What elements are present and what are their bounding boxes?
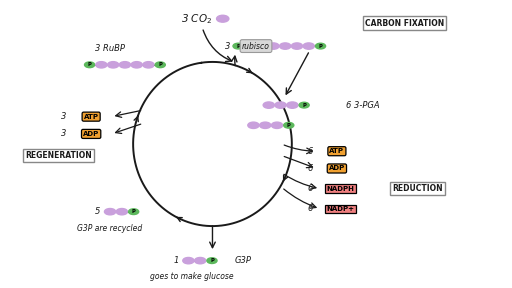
- Circle shape: [195, 257, 206, 264]
- Circle shape: [116, 209, 127, 215]
- Circle shape: [104, 209, 116, 215]
- Circle shape: [233, 43, 243, 49]
- Text: NADPH: NADPH: [327, 186, 354, 192]
- Circle shape: [217, 15, 229, 22]
- Text: ATP: ATP: [329, 148, 345, 154]
- Circle shape: [280, 43, 291, 49]
- Circle shape: [183, 257, 194, 264]
- Circle shape: [263, 102, 274, 108]
- Text: 6: 6: [307, 204, 312, 213]
- Text: 3: 3: [61, 112, 67, 121]
- Text: P: P: [318, 43, 323, 49]
- Circle shape: [268, 43, 279, 49]
- Circle shape: [284, 122, 294, 128]
- Circle shape: [244, 43, 255, 49]
- Circle shape: [143, 62, 154, 68]
- Text: 1: 1: [174, 256, 179, 265]
- Circle shape: [303, 43, 314, 49]
- Text: P: P: [287, 123, 291, 128]
- Text: 3: 3: [61, 129, 67, 139]
- Text: rubisco: rubisco: [242, 41, 270, 51]
- Text: 6: 6: [307, 164, 312, 173]
- Text: P: P: [210, 258, 214, 263]
- Circle shape: [260, 122, 271, 128]
- Text: G3P are recycled: G3P are recycled: [77, 224, 143, 234]
- Circle shape: [108, 62, 119, 68]
- Text: ADP: ADP: [83, 131, 99, 137]
- Text: NADP+: NADP+: [327, 206, 354, 212]
- Circle shape: [315, 43, 326, 49]
- Circle shape: [155, 62, 165, 68]
- Text: 3 CO$_2$: 3 CO$_2$: [181, 12, 213, 26]
- Text: P: P: [132, 209, 136, 214]
- Text: G3P: G3P: [234, 256, 251, 265]
- Circle shape: [119, 62, 131, 68]
- Text: P: P: [158, 62, 162, 67]
- Circle shape: [131, 62, 142, 68]
- Circle shape: [96, 62, 107, 68]
- Text: REDUCTION: REDUCTION: [392, 184, 442, 193]
- Circle shape: [84, 62, 95, 68]
- Text: P: P: [236, 43, 240, 49]
- Text: 6: 6: [307, 147, 312, 156]
- Circle shape: [271, 122, 283, 128]
- Text: 6: 6: [307, 184, 312, 193]
- Text: ATP: ATP: [83, 114, 99, 120]
- Circle shape: [256, 43, 267, 49]
- Text: P: P: [302, 103, 306, 108]
- Circle shape: [275, 102, 286, 108]
- Circle shape: [207, 258, 217, 264]
- Circle shape: [291, 43, 303, 49]
- Text: 3: 3: [225, 41, 230, 51]
- Text: CARBON FIXATION: CARBON FIXATION: [365, 18, 444, 28]
- Text: P: P: [88, 62, 92, 67]
- Circle shape: [248, 122, 259, 128]
- Circle shape: [299, 102, 309, 108]
- Circle shape: [287, 102, 298, 108]
- Text: 3 RuBP: 3 RuBP: [95, 44, 125, 54]
- Text: goes to make glucose: goes to make glucose: [150, 272, 234, 281]
- Text: REGENERATION: REGENERATION: [26, 151, 92, 160]
- Text: 6 3-PGA: 6 3-PGA: [346, 101, 379, 110]
- Circle shape: [129, 209, 139, 215]
- Text: ADP: ADP: [329, 166, 345, 171]
- Text: 5: 5: [95, 207, 100, 216]
